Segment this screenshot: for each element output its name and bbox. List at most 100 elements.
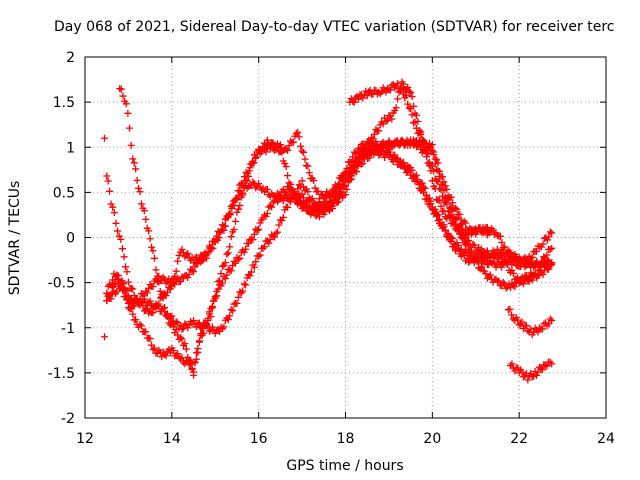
data-point-marker <box>114 227 122 235</box>
data-point-marker <box>433 166 441 174</box>
data-point-marker <box>149 309 157 317</box>
data-point-marker <box>524 376 532 384</box>
data-point-marker <box>509 315 517 323</box>
data-point-marker <box>446 214 454 222</box>
data-point-marker <box>315 213 323 221</box>
data-point-marker <box>242 245 250 253</box>
data-point-marker <box>156 287 164 295</box>
data-point-marker <box>190 371 198 379</box>
data-point-marker <box>227 306 235 314</box>
data-point-marker <box>385 137 393 145</box>
y-tick-label: 0.5 <box>53 185 75 201</box>
data-point-marker <box>520 280 528 288</box>
data-point-marker <box>190 258 198 266</box>
data-point-marker <box>149 283 157 291</box>
data-point-marker <box>236 254 244 262</box>
x-tick-label: 20 <box>423 431 441 447</box>
data-point-marker <box>287 184 295 192</box>
data-point-marker <box>266 202 274 210</box>
data-point-marker <box>423 195 431 203</box>
data-point-marker <box>177 334 185 342</box>
data-point-marker <box>208 323 216 331</box>
data-point-marker <box>399 160 407 168</box>
data-point-marker <box>408 93 416 101</box>
data-point-marker <box>159 294 167 302</box>
data-point-marker <box>209 244 217 252</box>
data-point-marker <box>534 368 542 376</box>
data-point-marker <box>440 223 448 231</box>
data-point-marker <box>256 251 264 259</box>
data-point-marker <box>123 292 131 300</box>
data-point-marker <box>263 185 271 193</box>
data-point-marker <box>107 295 115 303</box>
data-point-marker <box>258 147 266 155</box>
data-point-marker <box>137 322 145 330</box>
data-point-marker <box>421 139 429 147</box>
data-point-marker <box>385 152 393 160</box>
data-point-marker <box>297 142 305 150</box>
data-point-marker <box>285 179 293 187</box>
data-point-marker <box>508 266 516 274</box>
data-point-marker <box>355 159 363 167</box>
data-point-marker <box>431 209 439 217</box>
data-point-marker <box>427 167 435 175</box>
data-point-marker <box>431 184 439 192</box>
data-point-marker <box>548 244 556 252</box>
data-series-series-4 <box>103 145 556 379</box>
data-point-marker <box>365 137 373 145</box>
data-point-marker <box>342 191 349 199</box>
data-point-marker <box>252 153 260 161</box>
data-point-marker <box>253 150 261 158</box>
data-point-marker <box>137 299 145 307</box>
data-point-marker <box>300 148 308 156</box>
data-point-marker <box>412 124 420 132</box>
data-point-marker <box>207 313 215 321</box>
data-point-marker <box>388 115 396 123</box>
data-point-marker <box>444 233 452 241</box>
data-point-marker <box>166 313 174 321</box>
data-point-marker <box>454 245 462 253</box>
data-point-marker <box>317 201 325 209</box>
data-point-marker <box>292 190 300 198</box>
data-point-marker <box>511 250 519 258</box>
data-point-marker <box>524 257 532 265</box>
data-point-marker <box>511 283 519 291</box>
data-point-marker <box>265 239 273 247</box>
data-point-marker <box>449 219 457 227</box>
data-point-marker <box>255 225 263 233</box>
data-point-marker <box>520 255 528 263</box>
data-point-marker <box>281 189 289 197</box>
data-point-marker <box>215 234 223 242</box>
y-tick-label: -1.5 <box>48 366 75 382</box>
data-point-marker <box>214 285 222 293</box>
data-point-marker <box>177 355 185 363</box>
data-point-marker <box>184 274 192 282</box>
data-point-marker <box>433 156 441 164</box>
data-point-marker <box>417 130 425 138</box>
data-point-marker <box>407 89 415 97</box>
data-point-marker <box>363 92 371 100</box>
data-point-marker <box>405 87 413 95</box>
data-point-marker <box>294 128 302 136</box>
data-point-marker <box>136 188 144 196</box>
data-point-marker <box>548 317 556 325</box>
data-point-marker <box>298 147 306 155</box>
data-point-marker <box>428 205 436 213</box>
data-point-marker <box>118 245 126 253</box>
data-point-marker <box>150 254 158 262</box>
data-point-marker <box>342 182 349 190</box>
data-point-marker <box>146 335 154 343</box>
data-point-marker <box>498 263 506 271</box>
data-point-marker <box>425 142 433 150</box>
data-point-marker <box>181 320 189 328</box>
data-point-marker <box>174 257 182 265</box>
data-point-marker <box>447 238 455 246</box>
data-point-marker <box>119 287 127 295</box>
data-point-marker <box>268 203 276 211</box>
y-tick-label: 1 <box>66 140 75 156</box>
data-point-marker <box>508 311 516 319</box>
data-point-marker <box>240 280 248 288</box>
data-point-marker <box>212 235 220 243</box>
axis-ticks: 12 14 16 18 20 22 24 -2 -1.5 -1 -0.5 0 0.5 1 1.5 2 <box>48 50 615 447</box>
data-point-marker <box>245 172 253 180</box>
